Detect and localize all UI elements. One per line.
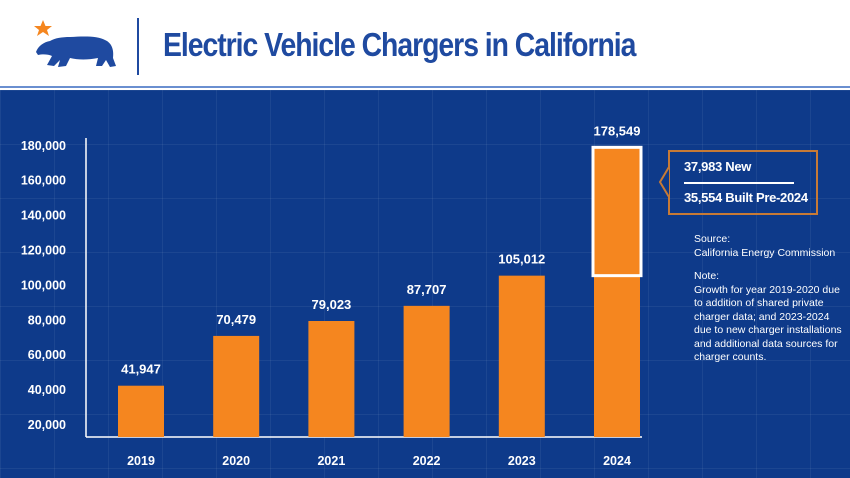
note-label: Note: — [694, 270, 720, 282]
y-tick-label: 40,000 — [28, 383, 66, 397]
star-icon — [34, 20, 52, 36]
bar-2024 — [594, 147, 640, 437]
y-tick-label: 120,000 — [21, 244, 66, 258]
x-tick-label: 2021 — [317, 454, 345, 468]
notes: Source: California Energy Commission Note… — [694, 233, 844, 375]
x-tick-label: 2020 — [222, 454, 250, 468]
y-tick-label: 80,000 — [28, 313, 66, 327]
callout-rule — [684, 182, 794, 184]
page-title: Electric Vehicle Chargers in California — [163, 26, 636, 63]
bar-2023 — [498, 275, 545, 437]
data-label: 79,023 — [312, 297, 352, 312]
california-bear-star-logo — [34, 20, 116, 67]
bear-icon — [36, 36, 116, 67]
x-tick-label: 2023 — [508, 454, 536, 468]
callout-box: 37,983 New 35,554 Built Pre-2024 — [668, 150, 818, 215]
header-divider — [137, 18, 139, 75]
callout-new: 37,983 New — [684, 159, 752, 174]
x-tick-label: 2019 — [127, 454, 155, 468]
x-tick-label: 2024 — [603, 454, 631, 468]
data-label: 41,947 — [121, 362, 161, 377]
y-tick-label: 160,000 — [21, 174, 66, 188]
note-text: Growth for year 2019-2020 due to additio… — [694, 283, 842, 364]
bar-2019 — [118, 385, 164, 437]
header: Electric Vehicle Chargers in California — [0, 0, 850, 88]
source-text: California Energy Commission — [694, 246, 836, 259]
bar-2022 — [403, 305, 450, 437]
data-label: 87,707 — [407, 282, 447, 297]
source-label: Source: — [694, 233, 731, 245]
bar-2020 — [213, 335, 260, 437]
y-tick-label: 140,000 — [21, 209, 66, 223]
callout-pre-2024: 35,554 Built Pre-2024 — [684, 190, 808, 205]
highlight-outline — [591, 145, 643, 278]
callout-pointer — [658, 167, 670, 197]
data-label: 105,012 — [498, 252, 545, 267]
y-tick-label: 60,000 — [28, 348, 66, 362]
data-label: 70,479 — [216, 312, 256, 327]
bar-2021 — [308, 321, 355, 437]
data-label: 178,549 — [594, 123, 641, 138]
x-tick-label: 2022 — [413, 454, 441, 468]
y-tick-label: 100,000 — [21, 278, 66, 292]
y-tick-label: 20,000 — [28, 418, 66, 432]
y-tick-label: 180,000 — [21, 139, 66, 153]
